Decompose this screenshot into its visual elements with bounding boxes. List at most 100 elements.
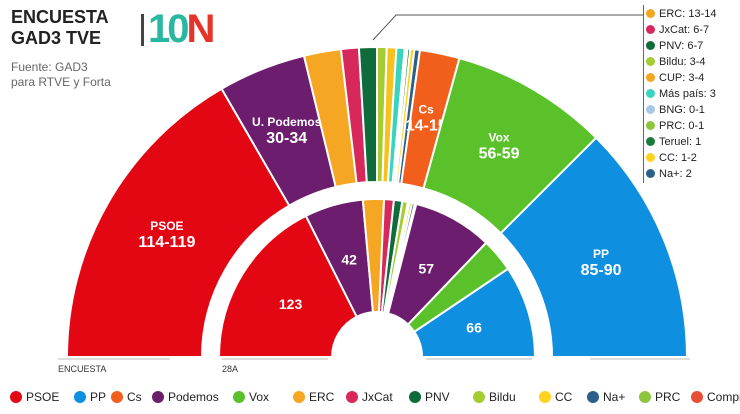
legend-color-dot <box>539 391 551 403</box>
outer-label-line: 14-15 <box>406 118 447 135</box>
minor-legend-item: ERC: 13-14 <box>646 7 716 22</box>
source-note: Fuente: GAD3 para RTVE y Forta <box>11 60 161 90</box>
party-legend-item: Podemos <box>152 386 219 408</box>
minor-legend-item: Más país: 3 <box>646 87 716 102</box>
party-legend-label: ERC <box>309 390 335 404</box>
minor-legend-item: Na+: 2 <box>646 167 692 182</box>
election-logo: 10N <box>148 6 216 52</box>
party-legend-item: Bildu <box>473 386 516 408</box>
legend-color-dot <box>409 391 421 403</box>
minor-legend-label: Teruel: 1 <box>659 136 702 148</box>
outer-label-line: Cs <box>419 103 435 117</box>
party-legend-label: PSOE <box>26 390 60 404</box>
party-legend-item: PNV <box>409 386 450 408</box>
minor-legend-label: PNV: 6-7 <box>659 40 704 52</box>
legend-color-dot <box>646 105 655 114</box>
party-legend-item: PRC <box>639 386 680 408</box>
party-legend-label: PNV <box>425 390 450 404</box>
minor-legend-label: CUP: 3-4 <box>659 72 705 84</box>
legend-color-dot <box>346 391 358 403</box>
logo-letter: N <box>186 7 216 51</box>
party-legend-item: JxCat <box>346 386 393 408</box>
outer-label-line: PP <box>593 247 609 261</box>
outer-ring-label: ENCUESTA <box>58 364 107 374</box>
party-legend: PSOE PP Cs Podemos Vox ERC JxCat PNV Bildu CC Na+ P… <box>4 386 740 408</box>
legend-color-dot <box>691 391 703 403</box>
legend-color-dot <box>646 41 655 50</box>
minor-legend-label: Na+: 2 <box>659 168 692 180</box>
legend-color-dot <box>587 391 599 403</box>
legend-color-dot <box>233 391 245 403</box>
minor-legend-label: JxCat: 6-7 <box>659 24 710 36</box>
outer-label-line: Vox <box>488 130 509 144</box>
minor-legend-item: PNV: 6-7 <box>646 39 703 54</box>
party-legend-label: Bildu <box>489 390 516 404</box>
inner-label-line: 57 <box>419 260 435 276</box>
legend-color-dot <box>10 391 22 403</box>
party-legend-label: CC <box>555 390 573 404</box>
source-line-1: Fuente: GAD3 <box>11 60 88 74</box>
inner-seat-label-pp: 66 <box>466 319 482 335</box>
outer-label-line: 56-59 <box>479 145 520 162</box>
inner-seat-label-psoe: 123 <box>279 296 303 312</box>
legend-color-dot <box>74 391 86 403</box>
minor-parties-legend: ERC: 13-14 JxCat: 6-7 PNV: 6-7 Bildu: 3-4 CU… <box>643 5 736 183</box>
minor-legend-label: Bildu: 3-4 <box>659 56 706 68</box>
minor-parties-leader-line <box>372 14 643 41</box>
legend-color-dot <box>646 169 655 178</box>
inner-seat-label-cs: 57 <box>419 260 435 276</box>
legend-color-dot <box>111 391 123 403</box>
party-legend-label: JxCat <box>362 390 393 404</box>
outer-label-line: PSOE <box>150 219 183 233</box>
party-legend-item: CC <box>539 386 572 408</box>
logo-divider <box>141 14 144 46</box>
title-line-2: GAD3 TVE <box>11 28 102 48</box>
outer-seat-segment-pp <box>499 136 689 358</box>
minor-legend-item: PRC: 0-1 <box>646 119 704 134</box>
party-legend-item: PP <box>74 386 106 408</box>
legend-color-dot <box>646 137 655 146</box>
inner-seat-label-podemos: 42 <box>341 251 357 267</box>
party-legend-label: PP <box>90 390 107 404</box>
legend-color-dot <box>152 391 164 403</box>
chart-title: ENCUESTA GAD3 TVE <box>11 7 171 49</box>
legend-color-dot <box>646 121 655 130</box>
party-legend-label: Compromís <box>707 390 740 404</box>
inner-ring-label: 28A <box>222 364 239 374</box>
source-line-2: para RTVE y Forta <box>11 75 111 89</box>
minor-legend-item: BNG: 0-1 <box>646 103 705 118</box>
legend-color-dot <box>646 57 655 66</box>
party-legend-item: ERC <box>293 386 334 408</box>
minor-legend-label: ERC: 13-14 <box>659 8 717 20</box>
minor-legend-label: BNG: 0-1 <box>659 104 705 116</box>
legend-color-dot <box>646 89 655 98</box>
outer-label-line: 30-34 <box>266 130 307 147</box>
legend-color-dot <box>646 9 655 18</box>
outer-label-line: U. Podemos <box>252 115 322 129</box>
outer-label-line: 114-119 <box>138 234 195 251</box>
legend-color-dot <box>646 25 655 34</box>
party-legend-label: Cs <box>127 390 142 404</box>
legend-color-dot <box>646 153 655 162</box>
minor-legend-item: Teruel: 1 <box>646 135 701 150</box>
minor-legend-label: CC: 1-2 <box>659 152 697 164</box>
party-legend-label: Vox <box>249 390 270 404</box>
party-legend-item: Na+ <box>587 386 625 408</box>
party-legend-item: PSOE <box>10 386 59 408</box>
minor-legend-label: PRC: 0-1 <box>659 120 705 132</box>
minor-legend-item: CC: 1-2 <box>646 151 697 166</box>
inner-label-line: 123 <box>279 296 303 312</box>
minor-legend-item: CUP: 3-4 <box>646 71 704 86</box>
minor-legend-item: Bildu: 3-4 <box>646 55 705 70</box>
party-legend-item: Compromís <box>691 386 740 408</box>
logo-number: 10 <box>148 7 189 51</box>
party-legend-label: Na+ <box>603 390 626 404</box>
inner-label-line: 42 <box>341 251 357 267</box>
outer-seat-segment-psoe <box>65 87 291 358</box>
